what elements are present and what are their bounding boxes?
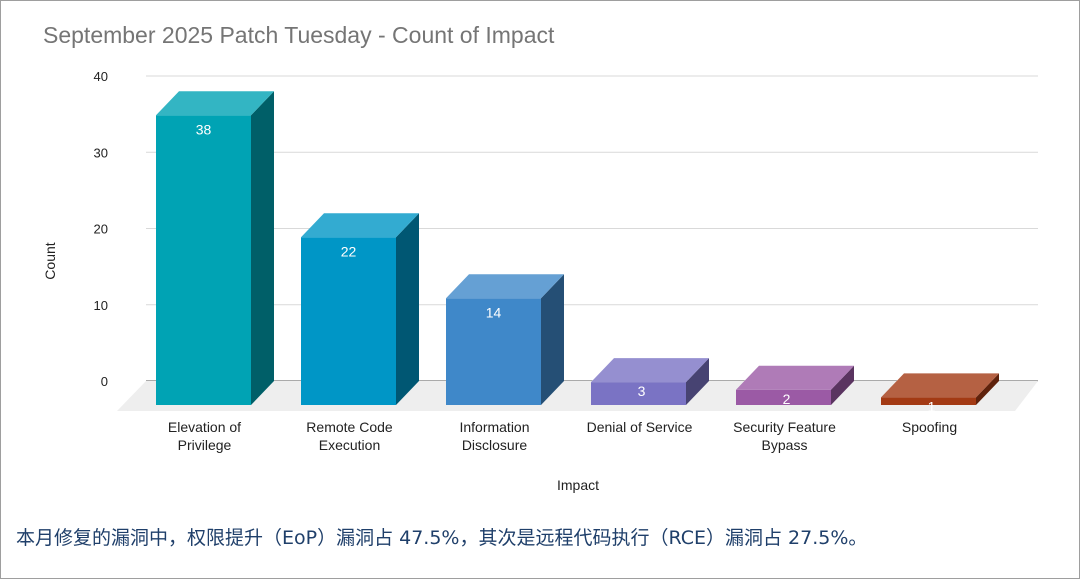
bar-front (156, 115, 251, 405)
x-category-label-line: Remote Code (306, 419, 393, 435)
x-category-label: Denial of Service (587, 419, 693, 435)
x-category-label-line: Spoofing (902, 419, 957, 435)
bar-top (591, 358, 709, 383)
bar-top (156, 91, 274, 116)
x-category-label-line: Execution (319, 437, 380, 453)
grid-lines (146, 75, 1038, 382)
x-category-label: Information Disclosure (459, 419, 529, 453)
bar: 1 (881, 373, 999, 414)
bar: 2 (736, 365, 854, 407)
summary-caption: 本月修复的漏洞中，权限提升（EoP）漏洞占 47.5%，其次是远程代码执行（RC… (16, 527, 868, 549)
bar-front (736, 389, 831, 405)
x-category-label: Remote Code Execution (306, 419, 393, 453)
bar-side (686, 358, 709, 405)
x-category-label-line: Elevation of (168, 419, 241, 435)
bar: 14 (446, 274, 564, 405)
bar-top (881, 373, 999, 398)
x-category-label-line: Information (459, 419, 529, 435)
impact-bar-chart: September 2025 Patch Tuesday - Count of … (42, 22, 1038, 493)
chart-title: September 2025 Patch Tuesday - Count of … (43, 22, 555, 48)
bar-front (881, 397, 976, 405)
x-category-label: Elevation of Privilege (168, 419, 241, 453)
y-tick-label: 10 (94, 298, 108, 313)
bar-value-label: 22 (341, 243, 357, 259)
bar-value-label: 14 (486, 304, 502, 320)
bar: 22 (301, 213, 419, 405)
y-axis-label: Count (42, 242, 58, 279)
bar-value-label: 38 (196, 121, 212, 137)
x-axis-labels: Elevation of Privilege Remote Code Executio… (168, 419, 957, 453)
bars: 38 22 14 3 2 1 (156, 91, 999, 414)
bar-side (396, 213, 419, 405)
bar-top (446, 274, 564, 299)
bar-front (591, 382, 686, 405)
bar-front (301, 237, 396, 405)
bar-front (446, 298, 541, 405)
bar: 38 (156, 91, 274, 405)
bar-top (301, 213, 419, 238)
bar: 3 (591, 358, 709, 405)
x-category-label-line: Denial of Service (587, 419, 693, 435)
bar-value-label: 2 (783, 391, 791, 407)
x-category-label-line: Disclosure (462, 437, 528, 453)
y-axis-ticks: 0 10 20 30 40 (94, 69, 108, 389)
y-tick-label: 40 (94, 69, 108, 84)
bar-side (831, 365, 854, 405)
y-tick-label: 20 (94, 222, 108, 237)
x-axis-label: Impact (557, 477, 599, 493)
y-tick-label: 0 (101, 374, 108, 389)
bar-side (976, 373, 999, 405)
y-tick-label: 30 (94, 145, 108, 160)
x-category-label-line: Privilege (178, 437, 232, 453)
bar-side (251, 91, 274, 405)
bar-value-label: 3 (638, 383, 646, 399)
x-category-label-line: Bypass (762, 437, 808, 453)
x-category-label-line: Security Feature (733, 419, 836, 435)
bar-side (541, 274, 564, 405)
bar-top (736, 365, 854, 390)
x-category-label: Spoofing (902, 419, 957, 435)
bar-value-label: 1 (928, 398, 936, 414)
x-category-label: Security Feature Bypass (733, 419, 836, 453)
